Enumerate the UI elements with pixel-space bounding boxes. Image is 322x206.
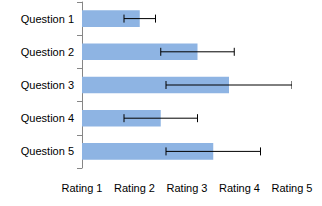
svg-text:Question 4: Question 4: [21, 112, 74, 124]
svg-text:Rating 3: Rating 3: [167, 182, 208, 194]
svg-text:Question 3: Question 3: [21, 79, 74, 91]
svg-text:Question 2: Question 2: [21, 46, 74, 58]
svg-text:Question 5: Question 5: [21, 145, 74, 157]
svg-text:Rating 2: Rating 2: [114, 182, 155, 194]
svg-text:Rating 5: Rating 5: [272, 182, 313, 194]
svg-text:Rating 1: Rating 1: [62, 182, 103, 194]
svg-text:Rating 4: Rating 4: [219, 182, 260, 194]
svg-text:Question 1: Question 1: [21, 13, 74, 25]
